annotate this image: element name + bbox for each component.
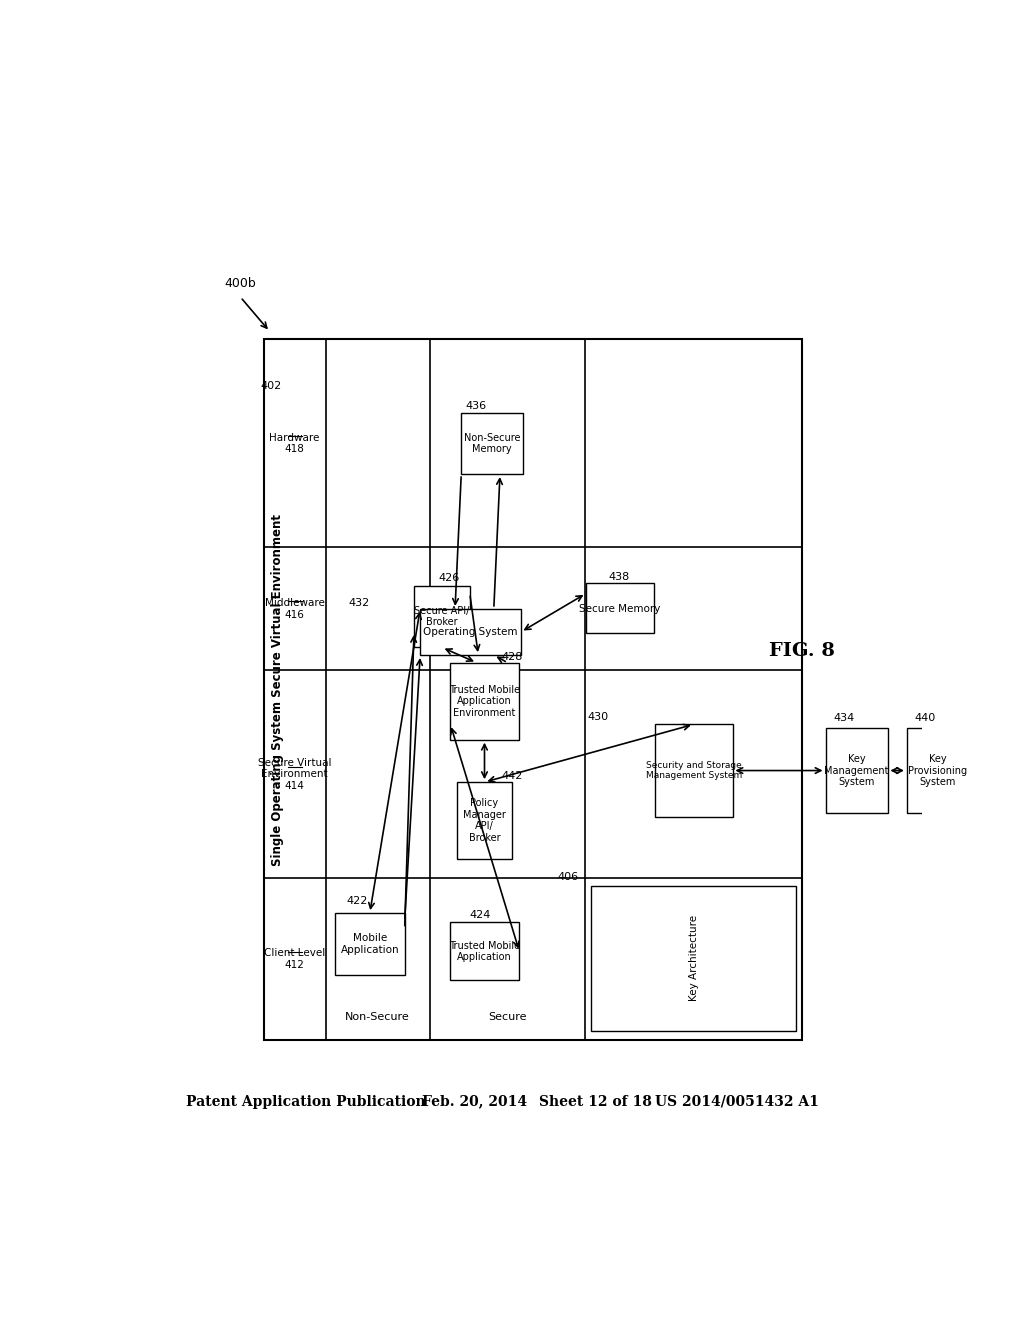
Bar bbox=[825, 729, 888, 813]
Text: Feb. 20, 2014: Feb. 20, 2014 bbox=[423, 1094, 527, 1109]
Text: 402: 402 bbox=[261, 380, 282, 391]
Text: Mobile
Application: Mobile Application bbox=[341, 933, 399, 954]
Bar bbox=[461, 412, 523, 474]
Text: 422: 422 bbox=[346, 896, 368, 907]
Text: Key
Provisioning
System: Key Provisioning System bbox=[908, 754, 968, 787]
Text: 426: 426 bbox=[438, 573, 459, 583]
Bar bbox=[586, 583, 654, 634]
Text: Client Level
412: Client Level 412 bbox=[264, 948, 326, 970]
Text: 432: 432 bbox=[349, 598, 370, 607]
Text: 406: 406 bbox=[558, 873, 579, 882]
Bar bbox=[451, 663, 518, 739]
Bar bbox=[450, 923, 519, 979]
Text: 440: 440 bbox=[914, 713, 936, 723]
Text: Security and Storage
Management System: Security and Storage Management System bbox=[645, 760, 741, 780]
Text: Secure API/
Broker: Secure API/ Broker bbox=[414, 606, 470, 627]
Text: Key
Management
System: Key Management System bbox=[824, 754, 889, 787]
Text: Policy
Manager
API/
Broker: Policy Manager API/ Broker bbox=[463, 799, 506, 843]
Text: Non-Secure: Non-Secure bbox=[345, 1012, 410, 1022]
Text: 400b: 400b bbox=[224, 277, 256, 290]
Bar bbox=[420, 609, 521, 655]
Text: Secure Virtual
Environment
414: Secure Virtual Environment 414 bbox=[258, 758, 332, 791]
Bar bbox=[335, 913, 404, 974]
Text: Operating System: Operating System bbox=[423, 627, 518, 638]
Text: 442: 442 bbox=[502, 771, 523, 781]
Text: 434: 434 bbox=[834, 713, 854, 723]
Text: Single Operating System Secure Virtual Environment: Single Operating System Secure Virtual E… bbox=[271, 513, 284, 866]
Text: Non-Secure
Memory: Non-Secure Memory bbox=[464, 433, 520, 454]
Bar bbox=[263, 339, 802, 1040]
Text: Patent Application Publication: Patent Application Publication bbox=[186, 1094, 426, 1109]
Text: 436: 436 bbox=[465, 401, 486, 412]
Text: Hardware
418: Hardware 418 bbox=[269, 433, 319, 454]
Text: Secure: Secure bbox=[488, 1012, 527, 1022]
Bar bbox=[414, 586, 470, 647]
Text: 438: 438 bbox=[608, 572, 630, 582]
Text: Trusted Mobile
Application: Trusted Mobile Application bbox=[449, 941, 520, 962]
Text: Key Architecture: Key Architecture bbox=[689, 915, 698, 1002]
Text: 430: 430 bbox=[588, 711, 608, 722]
Bar bbox=[655, 725, 732, 817]
Text: 424: 424 bbox=[469, 909, 490, 920]
Bar bbox=[907, 729, 969, 813]
Bar bbox=[592, 886, 796, 1031]
Text: Trusted Mobile
Application
Environment: Trusted Mobile Application Environment bbox=[449, 685, 520, 718]
Text: 428: 428 bbox=[502, 652, 523, 661]
Text: Middleware
416: Middleware 416 bbox=[264, 598, 325, 619]
Text: US 2014/0051432 A1: US 2014/0051432 A1 bbox=[655, 1094, 819, 1109]
Bar bbox=[457, 781, 512, 859]
Text: FIG. 8: FIG. 8 bbox=[769, 643, 836, 660]
Text: Sheet 12 of 18: Sheet 12 of 18 bbox=[539, 1094, 651, 1109]
Text: Secure Memory: Secure Memory bbox=[580, 603, 660, 614]
